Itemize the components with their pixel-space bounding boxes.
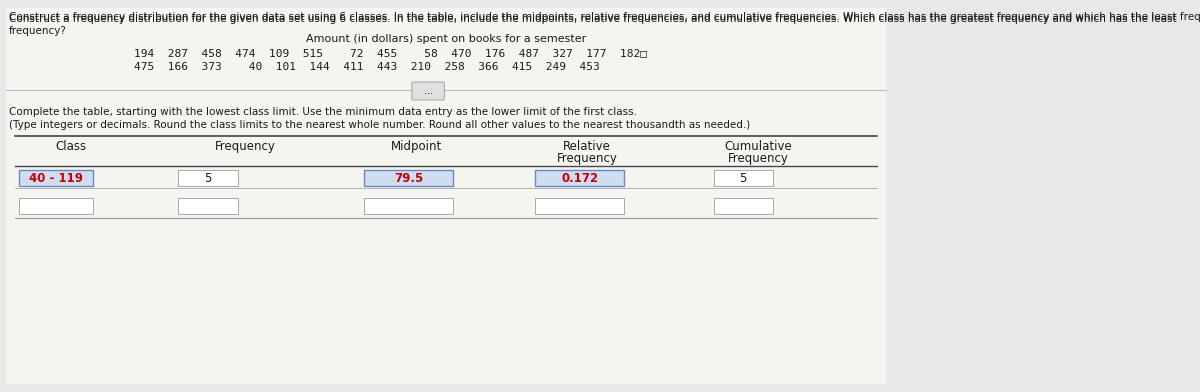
Text: Amount (in dollars) spent on books for a semester: Amount (in dollars) spent on books for a… — [306, 34, 586, 44]
Text: ...: ... — [424, 86, 433, 96]
FancyBboxPatch shape — [412, 82, 444, 100]
Text: Class: Class — [55, 140, 86, 153]
FancyBboxPatch shape — [365, 198, 454, 214]
FancyBboxPatch shape — [18, 198, 92, 214]
Text: Construct a frequency distribution for the given data set using 6 classes. In th: Construct a frequency distribution for t… — [8, 12, 1200, 22]
FancyBboxPatch shape — [714, 170, 773, 186]
FancyBboxPatch shape — [535, 198, 624, 214]
Text: Midpoint: Midpoint — [391, 140, 442, 153]
FancyBboxPatch shape — [365, 170, 454, 186]
Text: 194  287  458  474  109  515    72  455    58  470  176  487  327  177  182□: 194 287 458 474 109 515 72 455 58 470 17… — [133, 48, 647, 58]
FancyBboxPatch shape — [714, 198, 773, 214]
Text: Relative: Relative — [563, 140, 611, 153]
Text: 40 - 119: 40 - 119 — [29, 172, 83, 185]
Text: Frequency: Frequency — [727, 152, 788, 165]
FancyBboxPatch shape — [18, 170, 92, 186]
Text: 5: 5 — [204, 172, 212, 185]
Text: Cumulative: Cumulative — [725, 140, 792, 153]
FancyBboxPatch shape — [179, 198, 238, 214]
Text: 0.172: 0.172 — [562, 172, 599, 185]
Text: Complete the table, starting with the lowest class limit. Use the minimum data e: Complete the table, starting with the lo… — [8, 107, 637, 117]
FancyBboxPatch shape — [179, 170, 238, 186]
Text: 79.5: 79.5 — [394, 172, 424, 185]
Text: Frequency: Frequency — [215, 140, 276, 153]
FancyBboxPatch shape — [535, 170, 624, 186]
Text: Frequency: Frequency — [557, 152, 618, 165]
Text: Construct a frequency distribution for the given data set using 6 classes. In th: Construct a frequency distribution for t… — [8, 14, 1176, 36]
Text: 5: 5 — [739, 172, 746, 185]
Text: 475  166  373    40  101  144  411  443  210  258  366  415  249  453: 475 166 373 40 101 144 411 443 210 258 3… — [133, 62, 600, 72]
FancyBboxPatch shape — [6, 8, 886, 384]
Text: (Type integers or decimals. Round the class limits to the nearest whole number. : (Type integers or decimals. Round the cl… — [8, 120, 750, 130]
